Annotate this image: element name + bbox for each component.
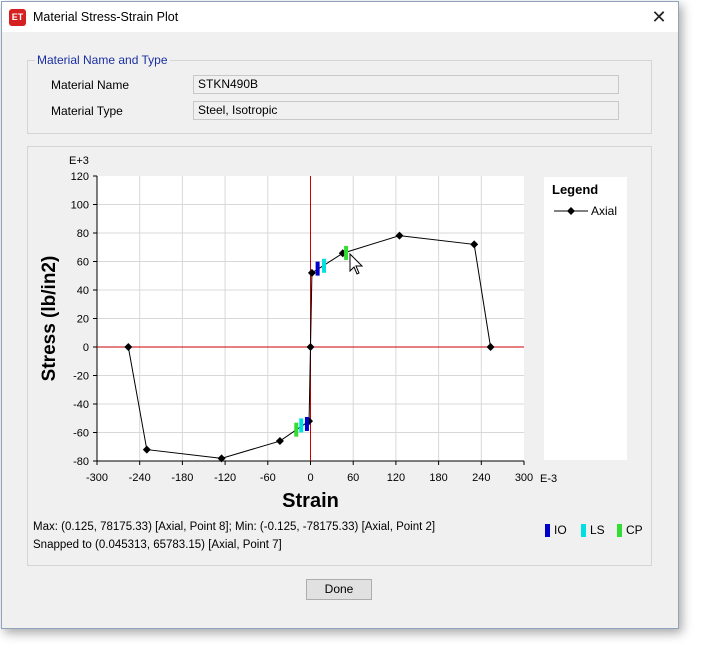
material-group: Material Name and Type <box>27 53 652 134</box>
x-multiplier-label: E-3 <box>540 473 557 485</box>
material-name-label: Material Name <box>51 78 130 92</box>
y-tick-label: -20 <box>73 371 89 383</box>
stress-strain-dialog: ET Material Stress-Strain Plot ✕ Materia… <box>1 1 679 629</box>
close-button[interactable]: ✕ <box>651 7 667 27</box>
performance-marker-io <box>304 416 309 431</box>
material-name-field: STKN490B <box>193 75 619 94</box>
x-tick-label: 240 <box>472 472 490 484</box>
data-point <box>486 343 495 351</box>
cp-swatch <box>617 524 622 537</box>
legend-axial-label: Axial <box>591 204 618 218</box>
io-swatch <box>545 524 550 537</box>
y-tick-label: 20 <box>77 314 89 326</box>
data-point <box>124 343 133 351</box>
data-point <box>142 445 151 454</box>
app-logo-icon: ET <box>9 9 26 26</box>
data-point <box>217 454 226 463</box>
max-min-readout: Max: (0.125, 78175.33) [Axial, Point 8];… <box>33 521 436 533</box>
x-tick-label: 300 <box>515 472 533 484</box>
y-tick-label: 100 <box>71 200 89 212</box>
y-tick-label: -40 <box>73 399 89 411</box>
x-tick-label: 180 <box>429 472 447 484</box>
x-axis-title: Strain <box>282 490 339 512</box>
x-tick-label: 120 <box>387 472 405 484</box>
performance-marker-cp <box>294 422 299 437</box>
data-point <box>470 240 479 249</box>
data-point <box>306 343 315 351</box>
data-point <box>307 268 316 277</box>
performance-marker-ls <box>322 258 327 273</box>
x-tick-label: -240 <box>129 472 151 484</box>
window-title: Material Stress-Strain Plot <box>33 10 179 24</box>
x-tick-label: -120 <box>214 472 236 484</box>
performance-marker-io <box>315 261 320 276</box>
io-label: IO <box>554 523 567 537</box>
x-tick-label: -180 <box>171 472 193 484</box>
performance-marker-ls <box>299 418 304 433</box>
stress-strain-chart: -300 -240 -180 -120 -60 0 60 120 180 240 300 120 100… <box>39 155 557 512</box>
performance-marker-cp <box>344 245 349 260</box>
plot-group <box>27 146 652 566</box>
y-tick-label: -80 <box>73 456 89 468</box>
cp-label: CP <box>626 523 643 537</box>
y-tick-label: 40 <box>77 285 89 297</box>
y-tick-label: 120 <box>71 171 89 183</box>
y-multiplier-label: E+3 <box>69 155 89 167</box>
legend-axial-swatch <box>554 207 588 215</box>
y-tick-label: 60 <box>77 257 89 269</box>
x-tick-label: -60 <box>260 472 276 484</box>
y-tick-label: 0 <box>83 342 89 354</box>
y-tick-label: 80 <box>77 228 89 240</box>
material-type-label: Material Type <box>51 104 123 118</box>
chart-legend: Legend Axial <box>544 177 627 460</box>
snapped-readout: Snapped to (0.045313, 65783.15) [Axial, … <box>33 539 282 551</box>
title-bar[interactable]: ET Material Stress-Strain Plot ✕ <box>2 2 678 32</box>
y-tick-label: -60 <box>73 428 89 440</box>
legend-title: Legend <box>552 182 599 197</box>
material-group-title: Material Name and Type <box>35 53 170 67</box>
x-tick-label: 0 <box>307 472 313 484</box>
done-button[interactable]: Done <box>306 579 372 600</box>
data-point <box>395 231 404 240</box>
material-type-field: Steel, Isotropic <box>193 101 619 120</box>
mouse-cursor-icon <box>349 252 364 275</box>
data-point <box>275 437 284 446</box>
x-tick-label: -300 <box>86 472 108 484</box>
ls-swatch <box>581 524 586 537</box>
y-axis-title: Stress (lb/in2) <box>39 256 60 382</box>
x-tick-label: 60 <box>347 472 359 484</box>
ls-label: LS <box>590 523 605 537</box>
